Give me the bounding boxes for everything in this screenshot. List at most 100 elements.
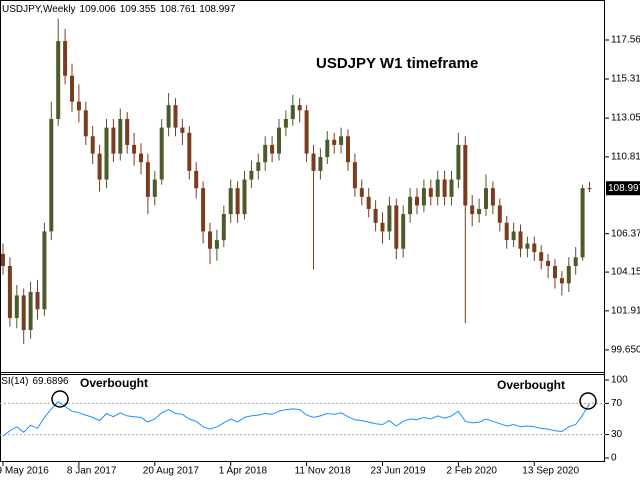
y-tick-label: 113.050 xyxy=(611,113,640,124)
candle-body xyxy=(125,118,130,145)
candle-body xyxy=(277,127,281,154)
candle-body xyxy=(394,205,399,249)
candle-body xyxy=(145,162,150,197)
candle-body xyxy=(428,188,433,197)
candle-body xyxy=(511,231,516,241)
x-tick-label: 23 Jun 2019 xyxy=(371,466,426,477)
candle-body xyxy=(504,222,509,241)
y-tick-label: 104.150 xyxy=(611,267,640,278)
candle-body xyxy=(490,188,495,206)
x-tick-label: 8 Jan 2017 xyxy=(67,466,117,477)
candle-body xyxy=(559,278,564,284)
y2-tick-label: 100 xyxy=(611,375,628,386)
candle-body xyxy=(352,162,357,189)
candle-body xyxy=(387,205,392,232)
indicator-name: RSI(14) xyxy=(0,376,28,387)
candle-body xyxy=(235,188,240,215)
candle-body xyxy=(304,110,309,154)
candle-body xyxy=(373,208,378,223)
candle-body xyxy=(256,162,261,171)
candle-body xyxy=(484,188,488,209)
candle-body xyxy=(380,222,385,232)
candle-body xyxy=(97,153,102,180)
candle-body xyxy=(518,231,523,249)
candle-body xyxy=(49,118,54,232)
y-tick-label: 99.650 xyxy=(611,345,640,356)
annotation: Overbought xyxy=(80,376,148,390)
y-tick-label: 115.310 xyxy=(611,74,640,85)
candle-body xyxy=(415,196,419,206)
y-tick-label: 117.565 xyxy=(611,35,640,46)
candle-body xyxy=(21,295,26,331)
y2-tick-label: 30 xyxy=(611,429,623,440)
candle-body xyxy=(187,132,192,171)
candle-body xyxy=(408,196,413,215)
chart-frame xyxy=(0,0,605,462)
chart-title: USDJPY W1 timeframe xyxy=(316,55,478,72)
candle-body xyxy=(249,170,254,180)
y-tick-label: 101.910 xyxy=(611,305,640,316)
candle-body xyxy=(435,179,440,197)
candle-body xyxy=(587,188,592,190)
candle-body xyxy=(525,243,530,249)
candle-body xyxy=(132,144,137,154)
candle-body xyxy=(104,127,109,180)
candle-body xyxy=(214,240,219,249)
indicator-label: RSI(14) 69.6896 xyxy=(0,376,69,387)
candle-body xyxy=(194,170,199,189)
header-open: 109.006 xyxy=(80,4,117,15)
candle-body xyxy=(221,214,226,241)
candle-body xyxy=(76,101,81,111)
chart-header: USDJPY,Weekly 109.006 109.355 108.761 108.99… xyxy=(2,4,236,15)
indicator-value: 69.6896 xyxy=(32,376,69,387)
candle-body xyxy=(139,153,143,163)
header-close: 108.997 xyxy=(199,4,236,15)
candle-body xyxy=(166,105,171,128)
candle-body xyxy=(566,266,571,284)
candle-body xyxy=(332,139,337,145)
y-tick-label: 110.810 xyxy=(611,151,640,162)
candle-body xyxy=(201,188,206,232)
candle-body xyxy=(456,144,461,180)
candle-body xyxy=(532,243,537,253)
candle-body xyxy=(270,144,275,154)
annotation-circle xyxy=(51,390,69,408)
candle-body xyxy=(442,179,447,197)
plot-area: RSI(14) 69.6896 xyxy=(0,18,605,437)
candle-body xyxy=(70,75,74,102)
x-tick-label: 13 Sep 2020 xyxy=(522,466,579,477)
symbol: USDJPY,Weekly xyxy=(2,4,76,15)
candle-body xyxy=(1,253,5,267)
candle-body xyxy=(573,257,578,267)
x-tick-label: 29 May 2016 xyxy=(0,466,49,477)
candle-body xyxy=(553,266,557,279)
candle-body xyxy=(56,41,61,119)
header-low: 108.761 xyxy=(160,4,197,15)
x-tick-label: 1 Apr 2018 xyxy=(219,466,268,477)
candle-body xyxy=(325,139,330,158)
candle-body xyxy=(83,110,88,137)
candle-body xyxy=(111,127,116,154)
candle-body xyxy=(283,118,288,128)
candle-body xyxy=(297,105,302,111)
candle-body xyxy=(7,266,12,318)
header-high: 109.355 xyxy=(120,4,157,15)
candle-body xyxy=(90,136,95,154)
candle-body xyxy=(497,205,502,223)
x-tick-label: 2 Feb 2020 xyxy=(446,466,497,477)
candle-body xyxy=(208,231,212,249)
candle-body xyxy=(290,105,295,119)
y-tick-label: 106.370 xyxy=(611,228,640,239)
candle-body xyxy=(180,127,185,133)
price-box-label: 108.997 xyxy=(608,183,640,194)
annotation-circle xyxy=(579,392,597,410)
candle-body xyxy=(477,208,482,215)
axes: 99.650 101.910 104.150 106.370 110.810 113.05… xyxy=(0,35,640,477)
candle-body xyxy=(152,179,157,197)
candle-body xyxy=(263,144,268,163)
candle-body xyxy=(35,291,40,310)
candle-body xyxy=(339,136,344,145)
candle-body xyxy=(401,214,406,249)
price-box xyxy=(606,181,640,196)
